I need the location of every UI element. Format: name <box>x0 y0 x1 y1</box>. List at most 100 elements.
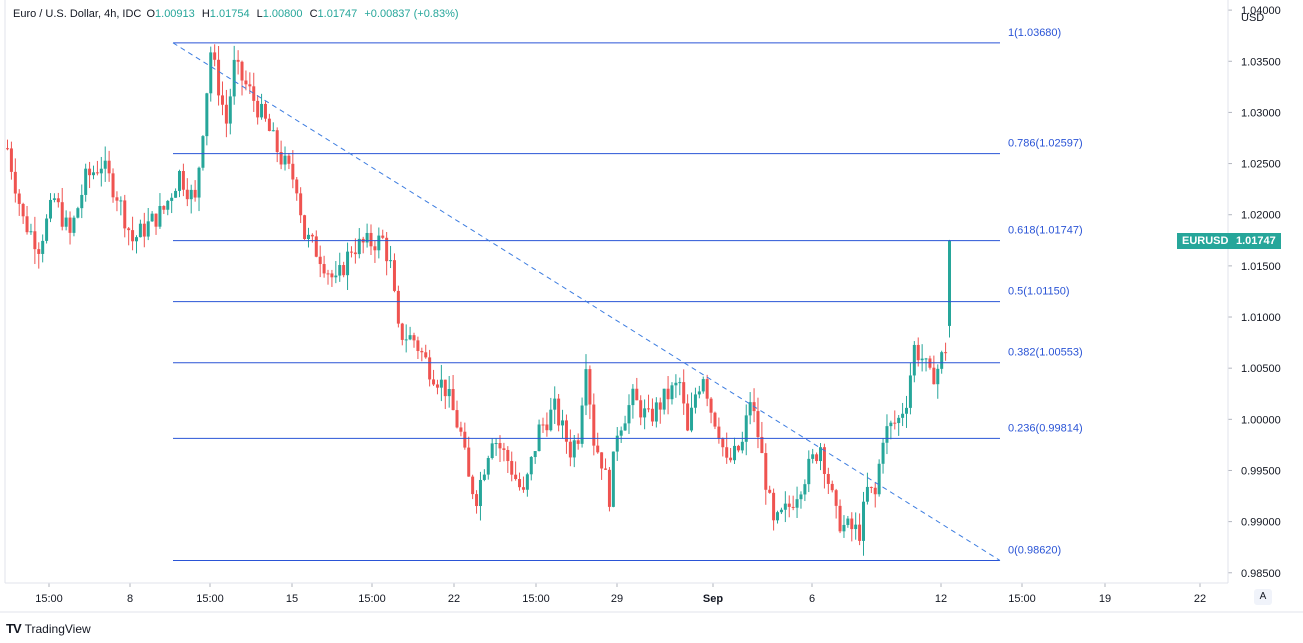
candle-body <box>291 163 295 180</box>
candle-body <box>537 424 541 452</box>
candle-body <box>557 398 561 426</box>
symbol-price-badge: EURUSD <box>1177 232 1234 249</box>
candle-body <box>342 265 346 276</box>
candle-body <box>170 197 174 201</box>
y-tick-label: 1.03000 <box>1241 107 1281 119</box>
candle-body <box>295 179 299 194</box>
fib-level-label: 0.236(0.99814) <box>1008 422 1083 434</box>
candle-body <box>783 503 787 510</box>
x-tick-label: 15:00 <box>196 593 224 605</box>
candle-body <box>490 443 494 459</box>
candle-body <box>385 237 389 262</box>
candle-body <box>228 96 232 124</box>
candle-body <box>185 189 189 200</box>
candle-body <box>705 379 709 399</box>
y-tick-label: 1.01500 <box>1241 261 1281 273</box>
candle-body <box>310 234 314 237</box>
candle-body <box>334 275 338 278</box>
close-label: C <box>309 8 318 20</box>
candle-body <box>392 260 396 291</box>
candle-body <box>604 468 608 470</box>
chart-header: Euro / U.S. Dollar, 4h, IDC O1.00913 H1.… <box>13 8 463 20</box>
candle-body <box>615 435 619 452</box>
candle-body <box>381 235 385 238</box>
candle-body <box>267 118 271 131</box>
candle-body <box>318 256 322 265</box>
candle-body <box>256 100 260 118</box>
candle-body <box>84 168 88 195</box>
candle-body <box>600 452 604 469</box>
candle-body <box>271 130 275 132</box>
candle-body <box>396 290 400 324</box>
candle-body <box>283 155 287 165</box>
candle-body <box>99 168 103 174</box>
candle-body <box>45 218 49 241</box>
candle-body <box>150 213 154 222</box>
candle-body <box>510 461 514 475</box>
y-tick-label: 0.99500 <box>1241 465 1281 477</box>
candle-body <box>369 232 373 247</box>
x-tick-label: 29 <box>611 593 623 605</box>
candle-body <box>662 388 666 410</box>
candle-body <box>936 368 940 385</box>
candle-body <box>905 407 909 414</box>
candle-body <box>213 52 217 60</box>
candle-body <box>760 436 764 454</box>
candle-body <box>756 411 760 437</box>
candle-body <box>154 213 158 227</box>
candle-body <box>912 344 916 376</box>
candle-body <box>25 216 29 233</box>
candle-body <box>123 200 127 229</box>
candle-body <box>776 512 780 521</box>
x-tick-label: Sep <box>703 593 723 605</box>
y-tick-label: 1.01000 <box>1241 312 1281 324</box>
candle-body <box>686 403 690 431</box>
auto-scale-button[interactable]: A <box>1254 589 1272 605</box>
tradingview-logo[interactable]: TV TradingView <box>6 621 91 636</box>
x-tick-label: 15 <box>286 593 298 605</box>
candle-body <box>533 451 537 458</box>
candle-body <box>819 447 823 462</box>
candle-body <box>91 172 95 176</box>
candle-body <box>596 445 600 453</box>
candle-body <box>131 230 135 242</box>
y-tick-label: 1.03500 <box>1241 56 1281 68</box>
candle-body <box>447 389 451 397</box>
x-tick-label: 22 <box>448 593 460 605</box>
candle-body <box>17 193 21 204</box>
candle-body <box>287 155 291 164</box>
candle-body <box>9 148 13 172</box>
candle-body <box>486 458 490 475</box>
candle-body <box>314 236 318 257</box>
candle-body <box>619 430 623 436</box>
candle-body <box>217 59 221 96</box>
candle-body <box>52 198 56 200</box>
high-label: H <box>201 8 210 20</box>
candle-body <box>678 382 682 384</box>
candle-body <box>103 160 107 169</box>
candle-body <box>768 489 772 493</box>
candle-body <box>553 398 557 410</box>
candle-body <box>948 240 951 326</box>
low-value: 1.00800 <box>262 8 303 20</box>
candle-body <box>658 402 662 410</box>
candle-body <box>850 518 854 530</box>
candle-body <box>451 389 455 411</box>
y-tick-label: 1.00500 <box>1241 363 1281 375</box>
candle-body <box>29 231 33 233</box>
candle-body <box>830 483 834 491</box>
candle-body <box>435 384 439 388</box>
candle-body <box>279 151 283 165</box>
candle-body <box>498 443 502 449</box>
candle-body <box>189 189 193 200</box>
candle-body <box>877 463 881 495</box>
candle-body <box>799 494 803 500</box>
candle-body <box>944 352 948 354</box>
candle-body <box>6 148 9 150</box>
candle-body <box>869 486 873 488</box>
candle-body <box>482 474 486 480</box>
x-tick-label: 15:00 <box>522 593 550 605</box>
candle-body <box>107 160 111 174</box>
candle-body <box>248 84 252 87</box>
